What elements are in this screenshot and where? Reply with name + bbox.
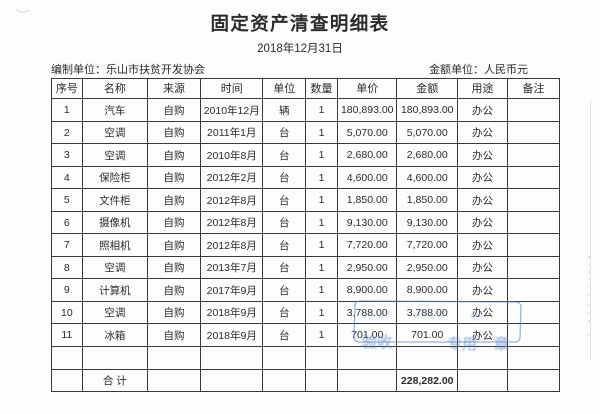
svg-text:验收: 验收	[362, 333, 392, 351]
svg-text:章: 章	[494, 335, 509, 353]
svg-text:验收情况: 验收情况	[360, 310, 392, 320]
svg-text:情况: 情况	[470, 312, 486, 322]
svg-text:专用: 专用	[447, 335, 477, 353]
svg-text:资产分配: 资产分配	[413, 310, 445, 320]
